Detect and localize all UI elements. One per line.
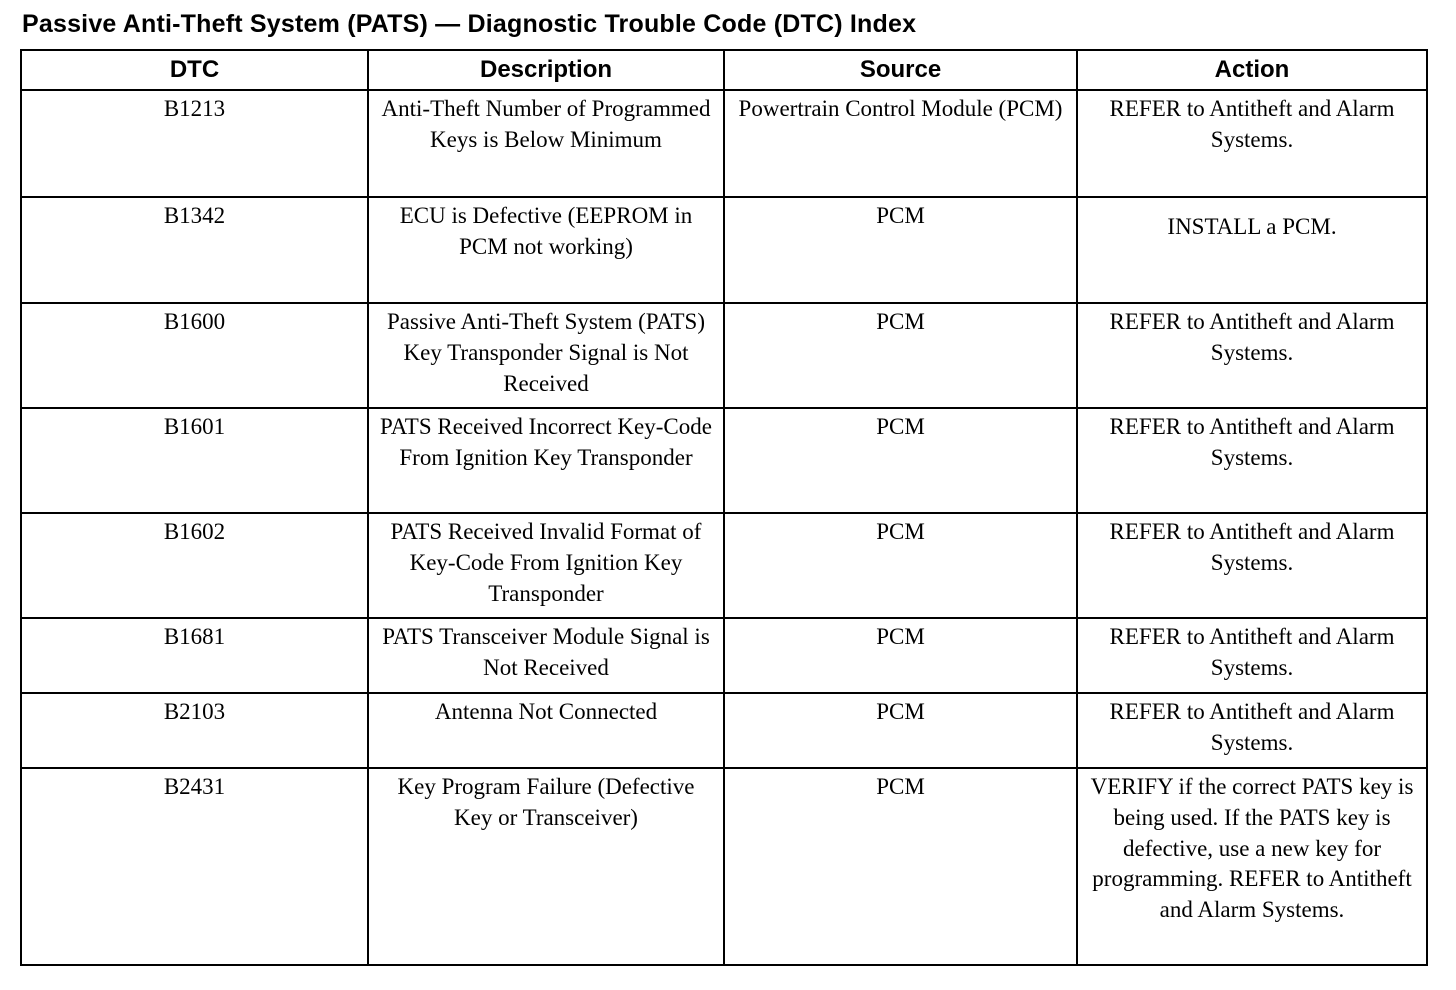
action-cell: REFER to Antitheft and Alarm Systems. [1076, 407, 1428, 514]
table-body: B1213 Anti-Theft Number of Programmed Ke… [20, 89, 1428, 966]
table-row: B1602 PATS Received Invalid Format of Ke… [20, 512, 1428, 619]
source-cell: PCM [723, 617, 1078, 694]
dtc-cell: B1602 [20, 512, 369, 619]
table-row: B2103 Antenna Not Connected PCM REFER to… [20, 692, 1428, 769]
description-cell: Key Program Failure (Defective Key or Tr… [367, 767, 725, 966]
table-row: B1600 Passive Anti-Theft System (PATS) K… [20, 302, 1428, 409]
dtc-cell: B1681 [20, 617, 369, 694]
dtc-cell: B1600 [20, 302, 369, 409]
page-title: Passive Anti-Theft System (PATS) — Diagn… [22, 10, 917, 38]
action-cell: REFER to Antitheft and Alarm Systems. [1076, 617, 1428, 694]
action-cell: REFER to Antitheft and Alarm Systems. [1076, 692, 1428, 769]
action-cell: REFER to Antitheft and Alarm Systems. [1076, 512, 1428, 619]
action-cell: VERIFY if the correct PATS key is being … [1076, 767, 1428, 966]
table-row: B1213 Anti-Theft Number of Programmed Ke… [20, 89, 1428, 198]
column-header-source: Source [723, 49, 1078, 91]
description-cell: ECU is Defective (EEPROM in PCM not work… [367, 196, 725, 304]
action-cell: INSTALL a PCM. [1076, 196, 1428, 304]
description-cell: PATS Received Incorrect Key-Code From Ig… [367, 407, 725, 514]
document-page: Passive Anti-Theft System (PATS) — Diagn… [20, 10, 1428, 966]
table-row: B2431 Key Program Failure (Defective Key… [20, 767, 1428, 966]
dtc-cell: B2431 [20, 767, 369, 966]
description-cell: PATS Transceiver Module Signal is Not Re… [367, 617, 725, 694]
source-cell: PCM [723, 302, 1078, 409]
column-header-action: Action [1076, 49, 1428, 91]
dtc-cell: B1342 [20, 196, 369, 304]
action-cell: REFER to Antitheft and Alarm Systems. [1076, 302, 1428, 409]
source-cell: PCM [723, 767, 1078, 966]
description-cell: Passive Anti-Theft System (PATS) Key Tra… [367, 302, 725, 409]
source-cell: PCM [723, 196, 1078, 304]
dtc-cell: B2103 [20, 692, 369, 769]
column-header-description: Description [367, 49, 725, 91]
source-cell: Powertrain Control Module (PCM) [723, 89, 1078, 198]
table-row: B1681 PATS Transceiver Module Signal is … [20, 617, 1428, 694]
description-cell: PATS Received Invalid Format of Key-Code… [367, 512, 725, 619]
dtc-cell: B1213 [20, 89, 369, 198]
column-header-dtc: DTC [20, 49, 369, 91]
table-row: B1342 ECU is Defective (EEPROM in PCM no… [20, 196, 1428, 304]
description-cell: Antenna Not Connected [367, 692, 725, 769]
header-row: DTC Description Source Action [20, 49, 1428, 91]
action-cell: REFER to Antitheft and Alarm Systems. [1076, 89, 1428, 198]
description-cell: Anti-Theft Number of Programmed Keys is … [367, 89, 725, 198]
dtc-cell: B1601 [20, 407, 369, 514]
table-row: B1601 PATS Received Incorrect Key-Code F… [20, 407, 1428, 514]
source-cell: PCM [723, 407, 1078, 514]
source-cell: PCM [723, 692, 1078, 769]
dtc-index-table: DTC Description Source Action B1213 Anti… [20, 49, 1428, 966]
source-cell: PCM [723, 512, 1078, 619]
table-header: DTC Description Source Action [20, 49, 1428, 91]
